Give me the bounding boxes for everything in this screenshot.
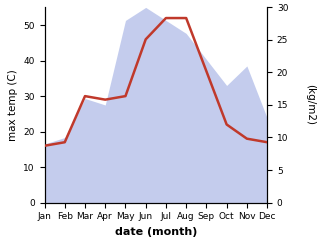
Y-axis label: med. precipitation
(kg/m2): med. precipitation (kg/m2) [305, 57, 318, 153]
X-axis label: date (month): date (month) [114, 227, 197, 237]
Y-axis label: max temp (C): max temp (C) [8, 69, 18, 141]
